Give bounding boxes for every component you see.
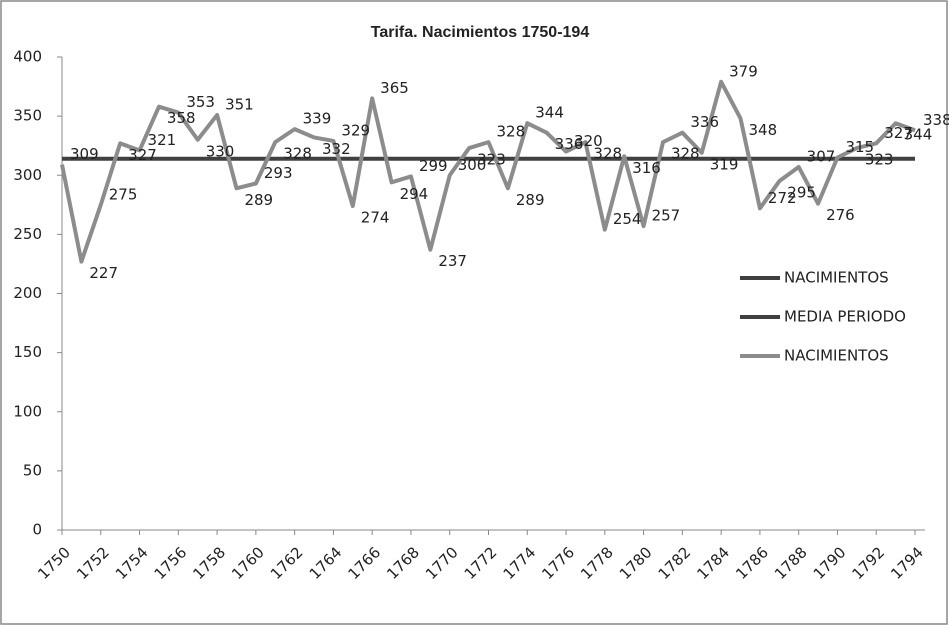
y-tick-label: 400 xyxy=(13,48,42,66)
data-label: 328 xyxy=(497,123,526,141)
data-label: 320 xyxy=(574,132,603,150)
data-label: 348 xyxy=(749,121,778,139)
legend-label: NACIMIENTOS xyxy=(784,269,889,287)
data-label: 321 xyxy=(148,131,177,149)
y-tick-label: 150 xyxy=(13,343,42,361)
y-tick-label: 250 xyxy=(13,225,42,243)
data-label: 315 xyxy=(845,138,874,156)
data-label: 351 xyxy=(225,95,254,113)
data-label: 344 xyxy=(904,126,933,144)
data-label: 237 xyxy=(438,252,467,270)
y-tick-label: 350 xyxy=(13,107,42,125)
data-label: 328 xyxy=(593,145,622,163)
data-label: 307 xyxy=(807,147,836,165)
data-label: 336 xyxy=(555,135,584,153)
data-label: 254 xyxy=(613,210,642,228)
y-tick-label: 300 xyxy=(13,166,42,184)
data-label: 309 xyxy=(70,145,99,163)
data-label: 299 xyxy=(419,157,448,175)
data-label: 295 xyxy=(787,184,816,202)
y-tick-label: 200 xyxy=(13,284,42,302)
data-label: 272 xyxy=(768,189,797,207)
data-label: 293 xyxy=(264,164,293,182)
data-label: 365 xyxy=(380,79,409,97)
data-label: 379 xyxy=(729,62,758,80)
data-label: 276 xyxy=(826,206,855,224)
legend-label: NACIMIENTOS xyxy=(784,347,889,365)
data-label: 227 xyxy=(89,264,118,282)
data-label: 319 xyxy=(710,155,739,173)
y-tick-label: 100 xyxy=(13,402,42,420)
data-label: 289 xyxy=(244,191,273,209)
data-label: 275 xyxy=(109,185,138,203)
y-tick-label: 0 xyxy=(32,521,42,539)
y-tick-label: 50 xyxy=(23,461,42,479)
data-label: 327 xyxy=(128,146,157,164)
data-label: 323 xyxy=(865,151,894,169)
data-label: 257 xyxy=(652,207,681,225)
data-label: 353 xyxy=(186,93,215,111)
data-label: 330 xyxy=(206,142,235,160)
data-label: 327 xyxy=(884,124,913,142)
data-label: 328 xyxy=(283,145,312,163)
data-label: 336 xyxy=(690,113,719,131)
data-label: 289 xyxy=(516,191,545,209)
data-label: 344 xyxy=(535,104,564,122)
data-label: 339 xyxy=(303,110,332,128)
series-line xyxy=(60,79,916,264)
data-label: 338 xyxy=(923,111,949,129)
data-label: 274 xyxy=(361,208,390,226)
data-label: 323 xyxy=(477,151,506,169)
data-label: 328 xyxy=(671,145,700,163)
data-label: 294 xyxy=(400,185,429,203)
legend-label: MEDIA PERIODO xyxy=(784,308,906,326)
data-label: 316 xyxy=(632,159,661,177)
data-label: 300 xyxy=(458,156,487,174)
chart-title: Tarifa. Nacimientos 1750-194 xyxy=(371,24,590,41)
data-label: 358 xyxy=(167,109,196,127)
data-label: 329 xyxy=(341,121,370,139)
data-label: 332 xyxy=(322,140,351,158)
